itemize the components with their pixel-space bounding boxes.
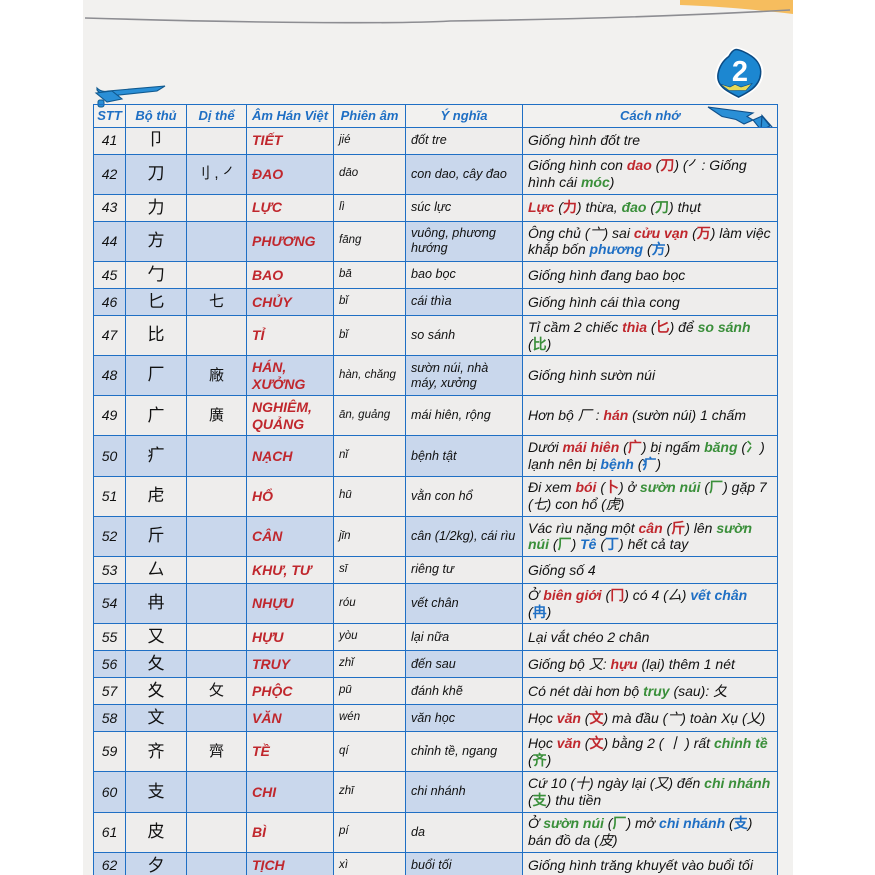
svg-text:2: 2 xyxy=(732,56,748,88)
